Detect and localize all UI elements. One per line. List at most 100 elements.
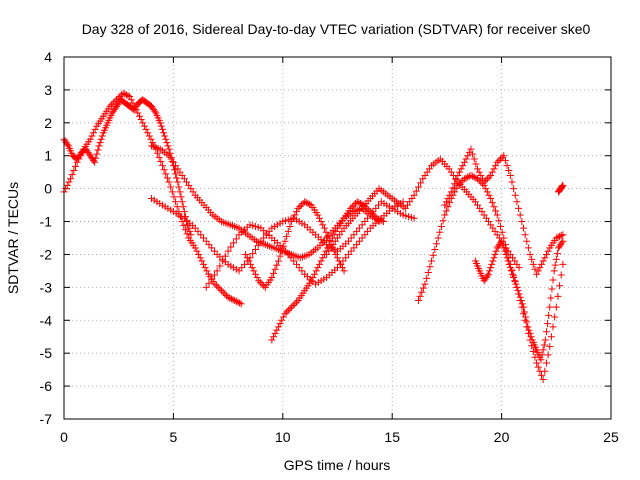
data-point <box>524 244 532 252</box>
data-point <box>334 254 341 262</box>
data-point <box>348 203 356 211</box>
data-point <box>549 276 557 284</box>
data-point <box>423 274 431 282</box>
data-point <box>96 139 104 147</box>
data-point <box>465 148 473 156</box>
data-point <box>219 257 227 265</box>
data-point <box>162 170 170 178</box>
data-point <box>195 250 203 258</box>
y-axis-label: SDTVAR / TECUs <box>5 182 21 294</box>
data-point <box>524 323 532 331</box>
data-point <box>283 232 291 240</box>
data-point <box>455 168 463 176</box>
data-point <box>155 153 163 161</box>
data-point <box>492 162 500 170</box>
data-point <box>499 241 507 249</box>
data-point <box>467 171 475 179</box>
data-point <box>302 199 310 207</box>
data-point <box>307 277 315 285</box>
data-point <box>525 326 533 334</box>
data-point <box>552 303 560 311</box>
data-point <box>276 320 284 328</box>
data-point <box>504 257 512 265</box>
data-point <box>315 214 323 222</box>
x-tick-label: 15 <box>384 429 400 445</box>
data-point <box>149 139 157 147</box>
data-point <box>442 207 450 215</box>
data-point <box>232 297 240 305</box>
data-point <box>211 280 219 288</box>
data-point <box>375 215 383 223</box>
data-point <box>518 300 526 308</box>
data-point <box>122 91 130 99</box>
data-point <box>151 107 159 115</box>
data-point <box>291 211 299 219</box>
data-point <box>157 122 165 130</box>
data-point <box>457 178 465 186</box>
data-point <box>486 267 494 275</box>
data-point <box>477 171 485 179</box>
data-point <box>245 257 253 265</box>
data-point <box>421 280 429 288</box>
data-point <box>529 260 537 268</box>
data-point <box>170 193 178 201</box>
data-point <box>315 260 323 268</box>
y-tick-label: -1 <box>40 214 53 230</box>
data-point <box>513 283 521 291</box>
data-point <box>273 326 281 334</box>
data-point <box>417 179 425 187</box>
data-point <box>426 263 434 271</box>
data-point <box>288 218 296 226</box>
data-point <box>258 280 266 288</box>
data-point <box>67 175 75 183</box>
data-point <box>137 116 145 124</box>
data-point <box>559 237 567 245</box>
data-point <box>526 329 534 337</box>
data-point <box>500 244 508 252</box>
data-point <box>337 260 345 268</box>
data-point <box>544 351 552 359</box>
data-point <box>175 183 183 191</box>
data-point <box>226 294 234 302</box>
data-point <box>173 174 181 182</box>
data-point <box>558 182 566 190</box>
data-point <box>221 252 229 260</box>
data-point <box>539 376 547 384</box>
data-point <box>441 201 449 209</box>
data-point <box>482 176 490 184</box>
data-point <box>210 271 218 279</box>
data-point <box>271 265 279 273</box>
data-point <box>505 260 513 268</box>
data-point <box>552 234 560 242</box>
data-point <box>174 178 182 186</box>
data-point <box>521 308 529 316</box>
data-point <box>284 227 292 235</box>
data-point <box>480 178 488 186</box>
data-point <box>268 273 276 281</box>
data-point <box>488 168 496 176</box>
data-point <box>314 264 322 272</box>
data-point <box>541 336 549 344</box>
data-point <box>247 260 255 268</box>
data-point <box>281 237 289 245</box>
data-point <box>454 181 462 189</box>
data-point <box>510 273 518 281</box>
data-point <box>70 167 78 175</box>
data-point <box>163 139 171 147</box>
data-point <box>551 261 559 269</box>
data-point <box>127 96 135 104</box>
data-point <box>488 260 496 268</box>
data-point <box>274 257 282 265</box>
data-point <box>551 313 559 321</box>
data-point <box>428 257 436 265</box>
data-point <box>319 254 327 262</box>
data-point <box>317 218 325 226</box>
data-point <box>553 250 561 258</box>
data-point <box>370 211 378 219</box>
data-point <box>528 255 536 263</box>
data-point <box>512 280 520 288</box>
data-point <box>497 222 505 230</box>
data-point <box>544 320 552 328</box>
x-tick-labels: 0 5 10 15 20 25 <box>60 429 619 445</box>
data-point <box>515 204 523 212</box>
